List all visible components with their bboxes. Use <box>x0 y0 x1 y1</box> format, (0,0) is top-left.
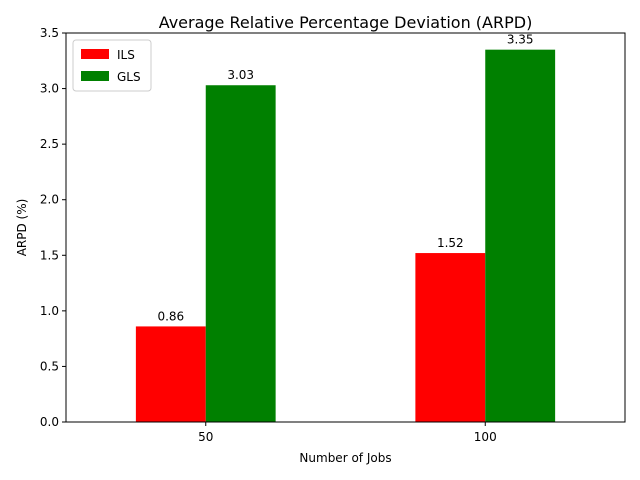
legend-label-ils: ILS <box>117 48 135 62</box>
legend: ILS GLS <box>72 39 152 92</box>
bar-gls-100 <box>485 49 556 423</box>
y-tick-label: 3.5 <box>40 26 59 40</box>
bar-ils-50 <box>135 326 206 422</box>
y-tick-label: 0.5 <box>40 359 59 373</box>
bar-ils-100 <box>415 253 486 422</box>
data-label-gls-100: 3.35 <box>507 33 534 47</box>
y-axis-label: ARPD (%) <box>15 199 29 257</box>
y-tick-label: 1.5 <box>40 248 59 262</box>
legend-label-gls: GLS <box>117 70 141 84</box>
y-tick-label: 0.0 <box>40 415 59 429</box>
y-tick-label: 2.5 <box>40 137 59 151</box>
y-tick-label: 2.0 <box>40 193 59 207</box>
legend-swatch-ils <box>81 49 109 59</box>
y-axis: 0.0 0.5 1.0 1.5 2.0 2.5 3.0 3.5 <box>40 26 66 429</box>
data-label-ils-100: 1.52 <box>437 236 464 250</box>
x-axis: 50 100 <box>198 422 497 444</box>
x-tick-label: 50 <box>198 430 213 444</box>
bar-gls-50 <box>205 85 276 423</box>
legend-swatch-gls <box>81 71 109 81</box>
data-label-gls-50: 3.03 <box>227 68 254 82</box>
y-tick-label: 1.0 <box>40 304 59 318</box>
plot-area: 0.86 1.52 3.03 3.35 <box>135 33 556 423</box>
x-tick-label: 100 <box>474 430 497 444</box>
x-axis-label: Number of Jobs <box>299 451 391 465</box>
chart-title: Average Relative Percentage Deviation (A… <box>159 13 533 32</box>
data-label-ils-50: 0.86 <box>157 309 184 323</box>
y-tick-label: 3.0 <box>40 82 59 96</box>
plot-frame <box>65 32 626 423</box>
